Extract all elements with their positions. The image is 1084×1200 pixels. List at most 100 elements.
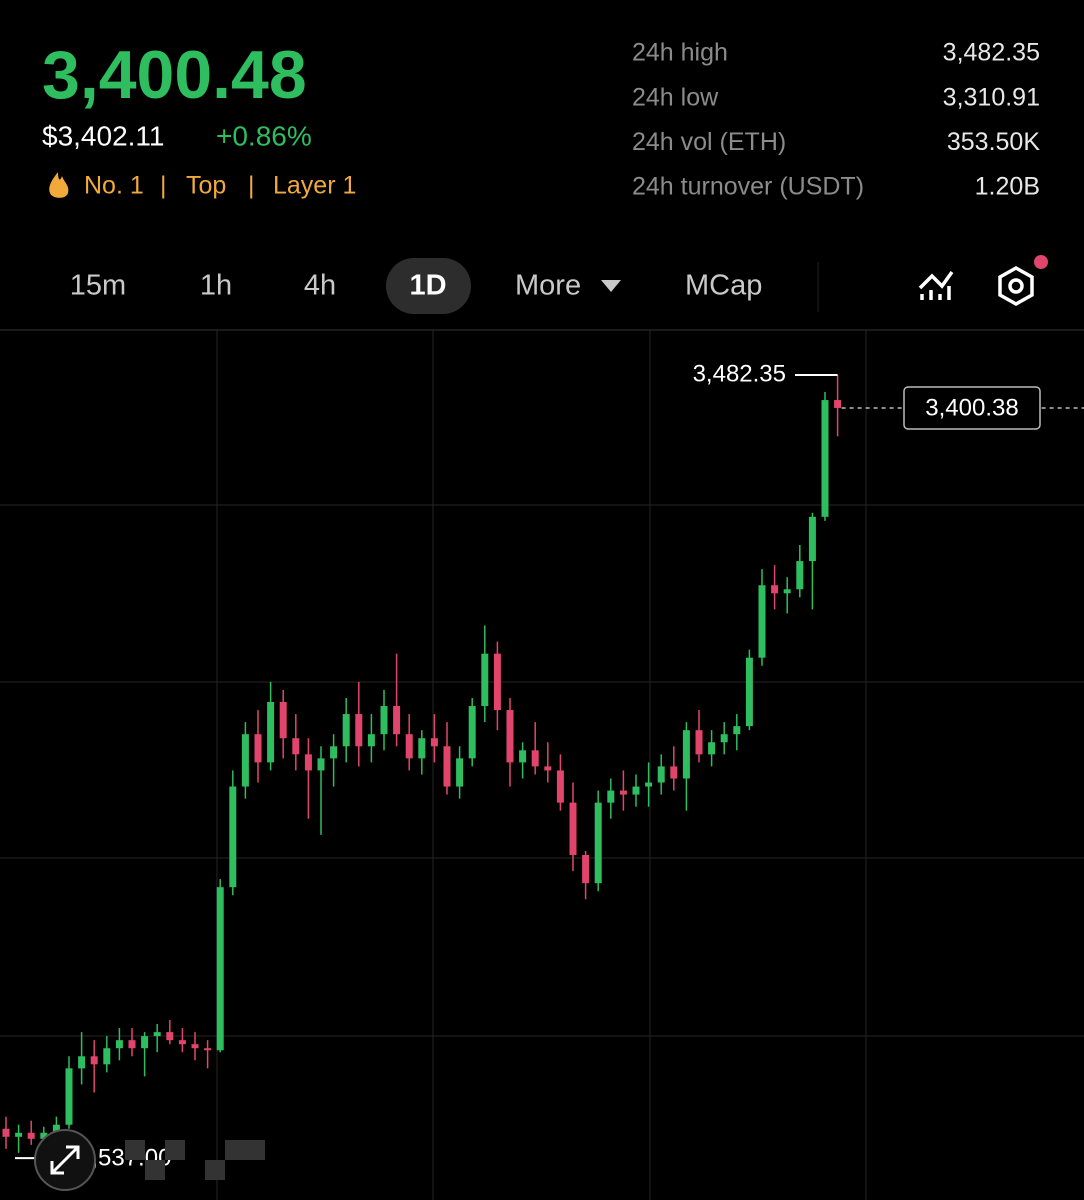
indicator-icon[interactable]: [918, 270, 954, 300]
candle-body: [254, 734, 262, 763]
candle-body: [229, 786, 237, 888]
candle-body: [191, 1044, 199, 1049]
change: +0.86%: [216, 120, 312, 151]
candle-body: [405, 734, 413, 759]
tag[interactable]: No. 1: [84, 172, 144, 200]
candle-body: [783, 589, 791, 594]
candle-body: [355, 714, 363, 747]
stat-value: 3,310.91: [943, 83, 1040, 111]
candle-body: [2, 1128, 10, 1137]
expand-button[interactable]: [34, 1129, 96, 1191]
candle-body: [607, 790, 615, 803]
last-price-label: 3,400.38: [925, 394, 1018, 421]
candle-body: [103, 1048, 111, 1065]
candle-body: [531, 750, 539, 767]
candle-body: [544, 766, 552, 771]
candle-body: [279, 701, 287, 739]
tab[interactable]: MCap: [685, 270, 762, 302]
candle-body: [380, 706, 388, 735]
active-tab-bg: [386, 258, 471, 314]
tag[interactable]: Layer 1: [273, 172, 356, 200]
candle-body: [141, 1036, 149, 1049]
candle-body: [834, 400, 842, 408]
candle-body: [556, 770, 564, 803]
candle-body: [367, 734, 375, 747]
candle-body: [808, 516, 816, 562]
candle-body: [632, 786, 640, 795]
stats: 24h high 3,482.35 24h low 3,310.91 24h vol (…: [632, 39, 1040, 201]
stat-value: 1.20B: [975, 173, 1040, 201]
usd-price: $3,402.11: [42, 120, 165, 151]
candle-body: [481, 653, 489, 707]
grid: [0, 330, 1084, 1200]
tab[interactable]: 15m: [70, 270, 126, 302]
candle-body: [519, 750, 527, 763]
candle-body: [330, 746, 338, 759]
candle-body: [430, 738, 438, 747]
candle-body: [166, 1032, 174, 1041]
candle-body: [78, 1056, 86, 1069]
candle-body: [670, 766, 678, 779]
candle-body: [619, 790, 627, 795]
candle-body: [304, 754, 312, 771]
tab[interactable]: 1h: [200, 270, 232, 302]
candle-body: [52, 1124, 60, 1133]
candle-body: [15, 1132, 23, 1137]
stat-label: 24h low: [632, 83, 719, 111]
candle-body: [342, 714, 350, 747]
settings-icon[interactable]: [998, 265, 1034, 307]
candle-body: [216, 887, 224, 1051]
candle-body: [292, 738, 300, 755]
price: 3,400.48: [42, 37, 307, 113]
tab[interactable]: More: [515, 270, 581, 302]
candle-body: [443, 746, 451, 787]
candle-body: [821, 400, 829, 517]
dropdown-arrow: [601, 280, 621, 292]
candle-body: [204, 1048, 212, 1051]
candle-body: [695, 730, 703, 755]
candle-body: [267, 701, 275, 763]
stat-label: 24h high: [632, 39, 728, 67]
candle-body: [178, 1040, 186, 1045]
high-marker-label: 3,482.35: [693, 360, 786, 387]
candle-body: [771, 585, 779, 594]
tab-active[interactable]: 1D: [409, 270, 446, 302]
candle-body: [720, 734, 728, 743]
fire-icon: [49, 172, 69, 198]
stat-value: 353.50K: [947, 128, 1040, 156]
candle-body: [506, 710, 514, 763]
plot: 3,482.353,400.381,537.00: [2, 360, 1084, 1171]
candle-body: [241, 734, 249, 787]
candle-body: [493, 653, 501, 711]
candle-body: [153, 1032, 161, 1037]
candle-body: [708, 742, 716, 755]
candle-body: [456, 758, 464, 787]
candle-body: [90, 1056, 98, 1065]
candle-body: [393, 706, 401, 735]
tag[interactable]: Top: [186, 172, 226, 200]
candle-body: [745, 657, 753, 727]
last-price-box: [903, 386, 1041, 430]
stat-label: 24h turnover (USDT): [632, 173, 864, 201]
stat-label: 24h vol (ETH): [632, 128, 786, 156]
candle-body: [682, 730, 690, 779]
notification-dot: [1034, 255, 1048, 269]
candle-body: [418, 738, 426, 759]
candle-body: [582, 854, 590, 884]
candle-body: [569, 802, 577, 855]
candle-body: [468, 706, 476, 759]
candle-body: [733, 726, 741, 735]
watermark: [125, 1140, 265, 1180]
candle-body: [115, 1040, 123, 1049]
tab[interactable]: 4h: [304, 270, 336, 302]
candle-body: [40, 1132, 48, 1139]
candle-body: [645, 782, 653, 787]
stat-value: 3,482.35: [943, 39, 1040, 67]
candle-body: [657, 766, 665, 783]
separator: |: [248, 172, 255, 200]
candle-body: [594, 802, 602, 884]
candle-body: [27, 1132, 35, 1139]
